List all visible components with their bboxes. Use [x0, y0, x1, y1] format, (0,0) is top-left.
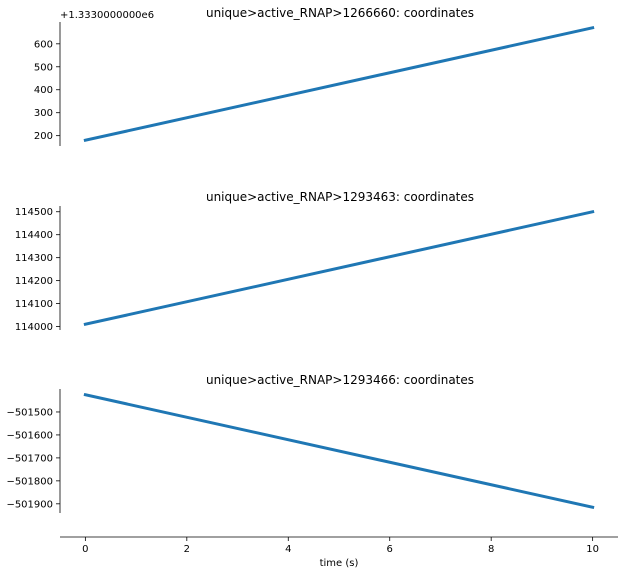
x-tick-label: 0 [82, 544, 88, 555]
y-tick-label: 200 [34, 131, 53, 142]
y-tick-label: −501500 [6, 407, 53, 418]
y-tick-label: 300 [34, 108, 53, 119]
y-tick-label: 500 [34, 62, 53, 73]
x-tick-label: 10 [586, 544, 599, 555]
x-tick-label: 4 [285, 544, 291, 555]
subplot-title: unique>active_RNAP>1293466: coordinates [206, 373, 474, 387]
series-line [85, 212, 592, 325]
y-tick-label: 114000 [15, 322, 53, 333]
y-tick-label: −501900 [6, 499, 53, 510]
subplot-title: unique>active_RNAP>1293463: coordinates [206, 190, 474, 204]
y-offset-label: +1.3330000000e6 [60, 10, 154, 21]
y-tick-label: 114200 [15, 276, 53, 287]
y-tick-label: −501800 [6, 476, 53, 487]
series-line [85, 395, 592, 508]
y-tick-label: 114500 [15, 207, 53, 218]
y-tick-label: 114300 [15, 253, 53, 264]
subplot-title: unique>active_RNAP>1266660: coordinates [206, 6, 474, 20]
x-axis: 0 2 4 6 8 10 time (s) [60, 537, 618, 569]
subplot-2: unique>active_RNAP>1293463: coordinates 1… [15, 190, 593, 333]
subplot-1: unique>active_RNAP>1266660: coordinates 2… [34, 6, 593, 146]
x-tick-label: 8 [488, 544, 494, 555]
y-tick-label: 114400 [15, 230, 53, 241]
x-tick-label: 6 [387, 544, 393, 555]
subplot-3: unique>active_RNAP>1293466: coordinates −… [6, 373, 592, 513]
y-tick-label: −501600 [6, 430, 53, 441]
y-tick-label: 600 [34, 39, 53, 50]
y-tick-label: 400 [34, 85, 53, 96]
x-tick-label: 2 [184, 544, 190, 555]
y-tick-label: 114100 [15, 299, 53, 310]
y-tick-label: −501700 [6, 453, 53, 464]
series-line [85, 28, 592, 141]
x-axis-label: time (s) [320, 558, 359, 569]
